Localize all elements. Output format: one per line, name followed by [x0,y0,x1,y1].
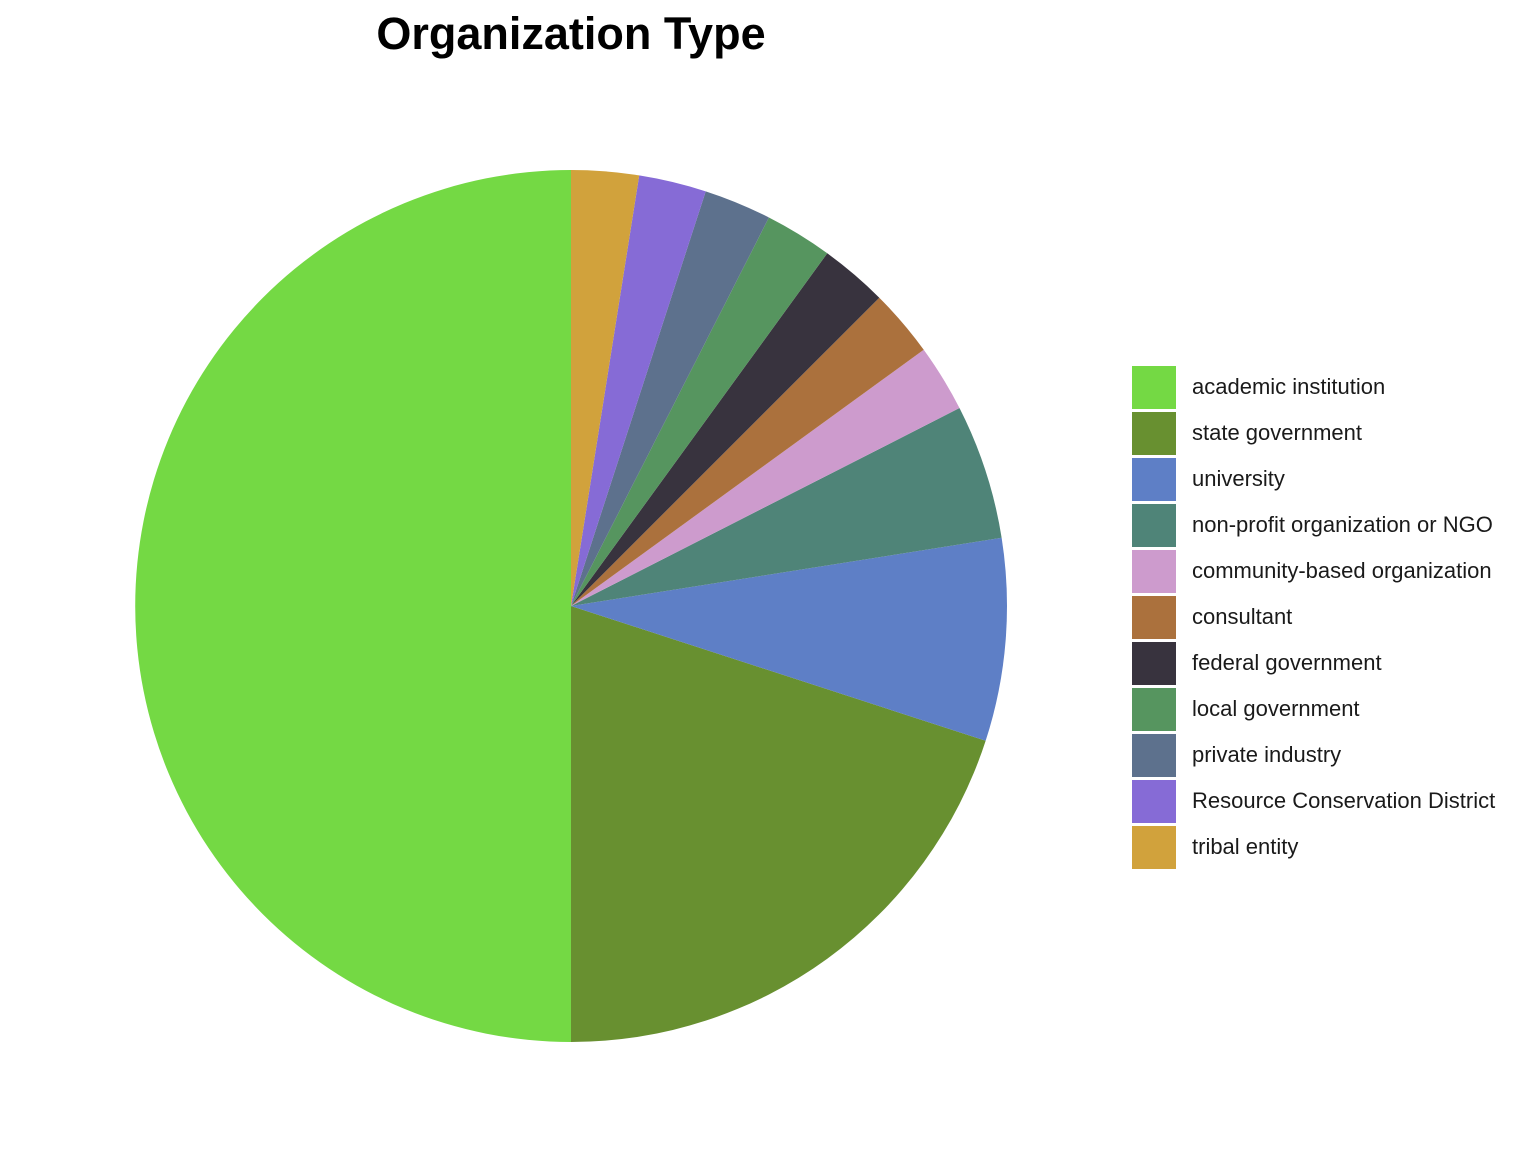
legend-swatch [1132,595,1176,639]
pie-slice-consultant [571,297,924,606]
legend-item: state government [1132,410,1495,456]
legend-label: consultant [1192,604,1293,629]
legend-swatch [1132,687,1176,731]
chart-title: Organization Type [376,8,766,59]
legend-label: academic institution [1192,374,1386,399]
pie-slice-university [571,537,1007,741]
legend-item: tribal entity [1132,824,1495,870]
legend-swatch [1132,457,1176,501]
legend-label: Resource Conservation District [1192,788,1496,813]
pie-slices [135,170,1007,1042]
pie-slice-resource-conservation-district [571,175,706,606]
legend-label: federal government [1192,650,1382,675]
pie-slice-local-government [571,217,828,606]
pie-slice-community-based-organization [571,349,960,606]
legend-item: local government [1132,686,1495,732]
legend-swatch [1132,641,1176,685]
legend-swatch [1132,503,1176,547]
pie-slice-private-industry [571,191,769,606]
pie-slice-non-profit-organization-or-ngo [571,408,1002,606]
legend-swatch [1132,411,1176,455]
legend-item: Resource Conservation District [1132,778,1495,824]
pie-slice-federal-government [571,253,880,606]
legend: academic institution state government univ… [1132,364,1495,870]
legend-swatch [1132,825,1176,869]
legend-item: consultant [1132,594,1495,640]
legend-item: federal government [1132,640,1495,686]
legend-label: tribal entity [1192,834,1299,859]
pie-slice-state-government [571,606,986,1042]
legend-label: local government [1192,696,1360,721]
legend-swatch [1132,365,1176,409]
legend-swatch [1132,733,1176,777]
pie-slice-academic-institution [135,170,571,1042]
legend-item: non-profit organization or NGO [1132,502,1495,548]
legend-item: private industry [1132,732,1495,778]
legend-item: academic institution [1132,364,1495,410]
legend-item: community-based organization [1132,548,1495,594]
legend-swatch [1132,779,1176,823]
legend-label: university [1192,466,1285,491]
legend-label: non-profit organization or NGO [1192,512,1493,537]
legend-swatch [1132,549,1176,593]
legend-label: community-based organization [1192,558,1492,583]
legend-label: private industry [1192,742,1342,767]
legend-item: university [1132,456,1495,502]
legend-label: state government [1192,420,1362,445]
pie-slice-tribal-entity [571,170,640,606]
